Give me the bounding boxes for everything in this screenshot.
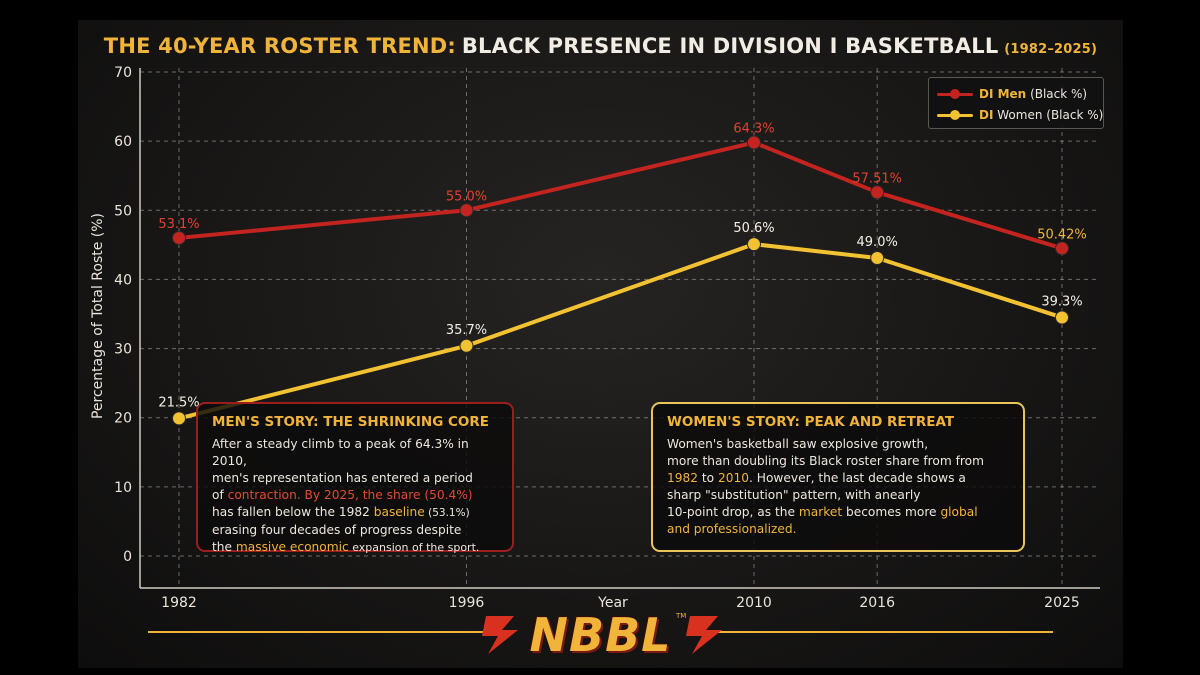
x-tick-label: 1996 bbox=[449, 595, 485, 611]
data-label-women: 21.5% bbox=[158, 395, 199, 410]
chart-title: THE 40-YEAR ROSTER TREND: BLACK PRESENCE… bbox=[78, 34, 1123, 58]
data-point-women bbox=[172, 411, 186, 426]
chart-legend: DI Men (Black %) DI Women (Black %) bbox=[928, 77, 1104, 129]
men-story-line: of contraction. By 2025, the share (50.4… bbox=[212, 488, 473, 502]
lightning-right-icon bbox=[686, 616, 722, 654]
y-tick-label: 70 bbox=[114, 65, 132, 81]
data-label-men: 64.3% bbox=[733, 122, 774, 137]
men-story-line: erasing four decades of progress despite bbox=[212, 523, 462, 537]
y-tick-label: 30 bbox=[114, 342, 132, 358]
data-label-women: 39.3% bbox=[1041, 294, 1082, 309]
data-point-men bbox=[870, 185, 885, 200]
data-point-women bbox=[870, 250, 885, 265]
men-story-heading: MEN'S STORY: THE SHRINKING CORE bbox=[212, 414, 490, 430]
data-label-men: 55.0% bbox=[446, 189, 487, 204]
logo-wordmark: NBBL bbox=[529, 608, 672, 662]
data-label-men: 53.1% bbox=[158, 217, 199, 232]
data-point-men bbox=[1055, 241, 1069, 256]
data-point-men bbox=[172, 230, 186, 245]
women-story-heading: WOMEN'S STORY: PEAK AND RETREAT bbox=[667, 414, 955, 430]
men-story-line: the massive economic expansion of the sp… bbox=[212, 540, 480, 554]
legend-women-suffix: Women (Black %) bbox=[997, 108, 1104, 122]
x-tick-label: 2010 bbox=[736, 595, 772, 611]
legend-swatch-women bbox=[937, 110, 973, 120]
men-story-line: has fallen below the 1982 baseline (53.1… bbox=[212, 505, 470, 519]
title-highlight: THE 40-YEAR ROSTER TREND: bbox=[103, 34, 457, 58]
logo-decoration bbox=[148, 616, 1053, 654]
x-tick-label: 2016 bbox=[859, 595, 895, 611]
legend-women-name: DI bbox=[979, 108, 994, 122]
women-story-line: more than doubling its Black roster shar… bbox=[667, 454, 984, 468]
y-tick-label: 40 bbox=[114, 272, 132, 288]
data-point-women bbox=[746, 237, 761, 252]
men-story-line: men's representation has entered a perio… bbox=[212, 471, 473, 485]
y-tick-label: 0 bbox=[123, 549, 132, 565]
data-point-men bbox=[459, 203, 474, 218]
y-tick-label: 20 bbox=[114, 411, 132, 427]
nbbl-logo: NBBL TM bbox=[78, 608, 1123, 664]
title-text: BLACK PRESENCE IN DIVISION I BASKETBALL bbox=[461, 34, 999, 58]
y-tick-label: 50 bbox=[114, 203, 132, 219]
men-story-box: MEN'S STORY: THE SHRINKING CORE After a … bbox=[196, 402, 514, 554]
infographic-canvas: THE 40-YEAR ROSTER TREND: BLACK PRESENCE… bbox=[78, 20, 1123, 668]
axis-layer: 0 10 20 30 40 50 60 70 1982 1996 2010 2016 2025 bbox=[114, 65, 1100, 611]
y-tick-label: 10 bbox=[114, 480, 132, 496]
data-point-women bbox=[459, 338, 474, 353]
data-label-men: 57.51% bbox=[852, 171, 902, 186]
data-label-men: 50.42% bbox=[1037, 227, 1087, 242]
y-axis-label: Percentage of Total Roste (%) bbox=[90, 213, 106, 419]
label-layer: 53.1% 55.0% 64.3% 57.51% 50.42% 21.5% 35.7% 50.… bbox=[158, 122, 1086, 411]
data-label-women: 49.0% bbox=[857, 235, 898, 250]
legend-item-men: DI Men (Black %) bbox=[937, 85, 1087, 103]
women-story-line: Women's basketball saw explosive growth, bbox=[667, 437, 929, 451]
legend-men-suffix: (Black %) bbox=[1030, 87, 1088, 101]
logo-trademark: TM bbox=[676, 612, 687, 620]
legend-item-women: DI Women (Black %) bbox=[937, 106, 1103, 124]
women-story-line: sharp "substitution" pattern, with anear… bbox=[667, 488, 921, 502]
data-label-women: 50.6% bbox=[733, 221, 774, 236]
men-story-line: After a steady climb to a peak of 64.3% … bbox=[212, 437, 469, 468]
series-line-women bbox=[178, 242, 1063, 421]
series-layer bbox=[172, 135, 1069, 426]
series-line-men bbox=[178, 140, 1063, 251]
women-story-box: WOMEN'S STORY: PEAK AND RETREAT Women's … bbox=[651, 402, 1025, 552]
data-point-men bbox=[746, 135, 761, 150]
x-tick-label: 1982 bbox=[161, 595, 197, 611]
legend-swatch-men bbox=[937, 89, 973, 99]
women-story-line: 10-point drop, as the market becomes mor… bbox=[667, 505, 978, 519]
women-story-line: and professionalized. bbox=[667, 522, 797, 536]
x-tick-label: 2025 bbox=[1044, 595, 1080, 611]
women-story-line: 1982 to 2010. However, the last decade s… bbox=[667, 471, 966, 485]
title-years: (1982–2025) bbox=[1004, 42, 1098, 57]
legend-men-name: DI Men bbox=[979, 87, 1027, 101]
y-tick-label: 60 bbox=[114, 134, 132, 150]
line-chart: 0 10 20 30 40 50 60 70 1982 1996 2010 2016 2025 53.1… bbox=[90, 65, 1100, 611]
x-axis-label: Year bbox=[597, 595, 628, 611]
data-point-women bbox=[1055, 310, 1069, 325]
lightning-left-icon bbox=[482, 616, 518, 654]
data-label-women: 35.7% bbox=[446, 323, 487, 338]
